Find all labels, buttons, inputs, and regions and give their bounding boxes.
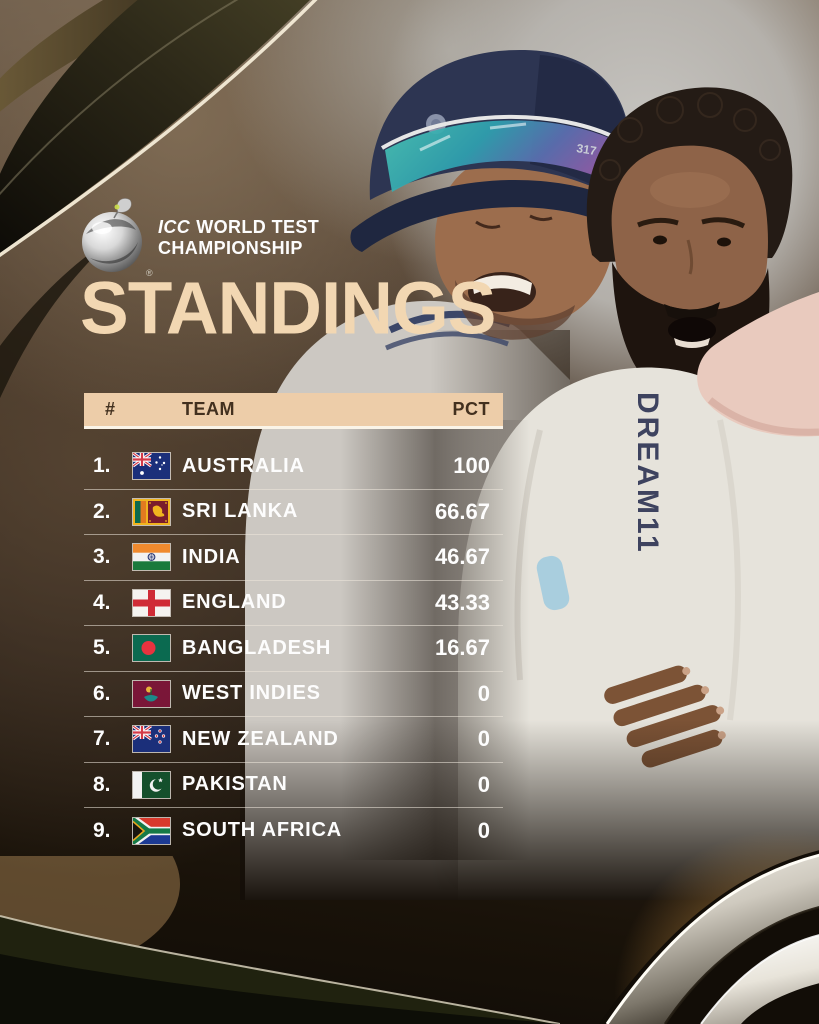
flag-england-icon [132,588,182,617]
header-pct: PCT [452,399,490,419]
team-cell: PAKISTAN [182,773,288,796]
team-cell: ENGLAND [182,591,287,614]
flag-sri-lanka-icon [132,497,182,526]
cap-number: 317 [576,141,598,158]
rank-cell: 6. [93,681,111,705]
pct-cell: 100 [453,453,490,479]
wordmark-line2: CHAMPIONSHIP [158,238,303,258]
pct-cell: 0 [477,771,490,797]
team-cell: AUSTRALIA [182,454,305,477]
wrapping-arm [697,292,819,437]
rank-cell: 7. [93,727,111,751]
standings-table: 1. AUSTRALIA 100 2. [84,444,503,854]
table-row: 8. PAKISTAN 0 [84,763,503,808]
registered-mark: ® [146,268,153,278]
decorative-swirl-top-left [0,0,318,399]
team-cell: WEST INDIES [182,682,321,705]
world-test-label: WORLD TEST [196,217,320,237]
players-photo-illustration: 317 DREAM11 [240,49,819,900]
table-row: 7. NEW ZEALAND 0 [84,717,503,763]
decorative-wedge-bottom-left [0,856,560,1024]
flag-australia-icon [132,452,182,481]
table-row: 6. WEST INDIES 0 [84,672,503,717]
team-cell: INDIA [182,545,241,568]
pct-cell: 0 [477,726,490,752]
wordmark-line1: ICC WORLD TEST [158,217,319,238]
flag-pakistan-icon [132,770,182,799]
flag-bangladesh-icon [132,634,182,663]
team-cell: BANGLADESH [182,636,332,659]
table-row: 4. ENGLAND 43.33 [84,581,503,626]
rank-cell: 2. [93,499,111,523]
team-cell: SRI LANKA [182,500,299,523]
trophy-leaf [116,198,132,213]
flag-west-indies-icon [132,679,182,708]
flag-south-africa-icon [132,816,182,845]
rank-cell: 1. [93,454,111,478]
table-header: # TEAM PCT [84,393,503,429]
rank-cell: 3. [93,545,111,569]
icc-label: ICC [158,217,191,237]
header-rank: # [105,399,116,419]
flag-new-zealand-icon [132,725,182,754]
wtc-trophy-logo: ® [82,198,153,278]
pct-cell: 0 [477,680,490,706]
team-cell: NEW ZEALAND [182,727,339,750]
page-title: STANDINGS [80,267,496,350]
pct-cell: 46.67 [434,544,490,570]
team-cell: SOUTH AFRICA [182,819,342,842]
rank-cell: 5. [93,636,111,660]
pct-cell: 66.67 [434,498,490,524]
table-row: 5. BANGLADESH 16.67 [84,626,503,672]
wtc-wordmark: ICC WORLD TEST CHAMPIONSHIP [158,217,319,259]
wristband [536,555,570,611]
pct-cell: 43.33 [434,589,490,615]
table-row: 2. SRI LANKA 66.67 [84,490,503,535]
flag-india-icon [132,543,182,572]
table-row: 9. SOUTH AFRICA 0 [84,808,503,854]
rank-cell: 4. [93,590,111,614]
pct-cell: 0 [477,817,490,843]
rank-cell: 8. [93,772,111,796]
cap-visor [350,179,610,252]
header-team: TEAM [182,399,235,419]
rank-cell: 9. [93,818,111,842]
table-row: 1. AUSTRALIA 100 [84,444,503,490]
pct-cell: 16.67 [434,635,490,661]
table-row: 3. INDIA 46.67 [84,535,503,581]
decorative-swirl-bottom-right [599,829,819,1024]
jersey-sponsor-text: DREAM11 [631,392,664,555]
